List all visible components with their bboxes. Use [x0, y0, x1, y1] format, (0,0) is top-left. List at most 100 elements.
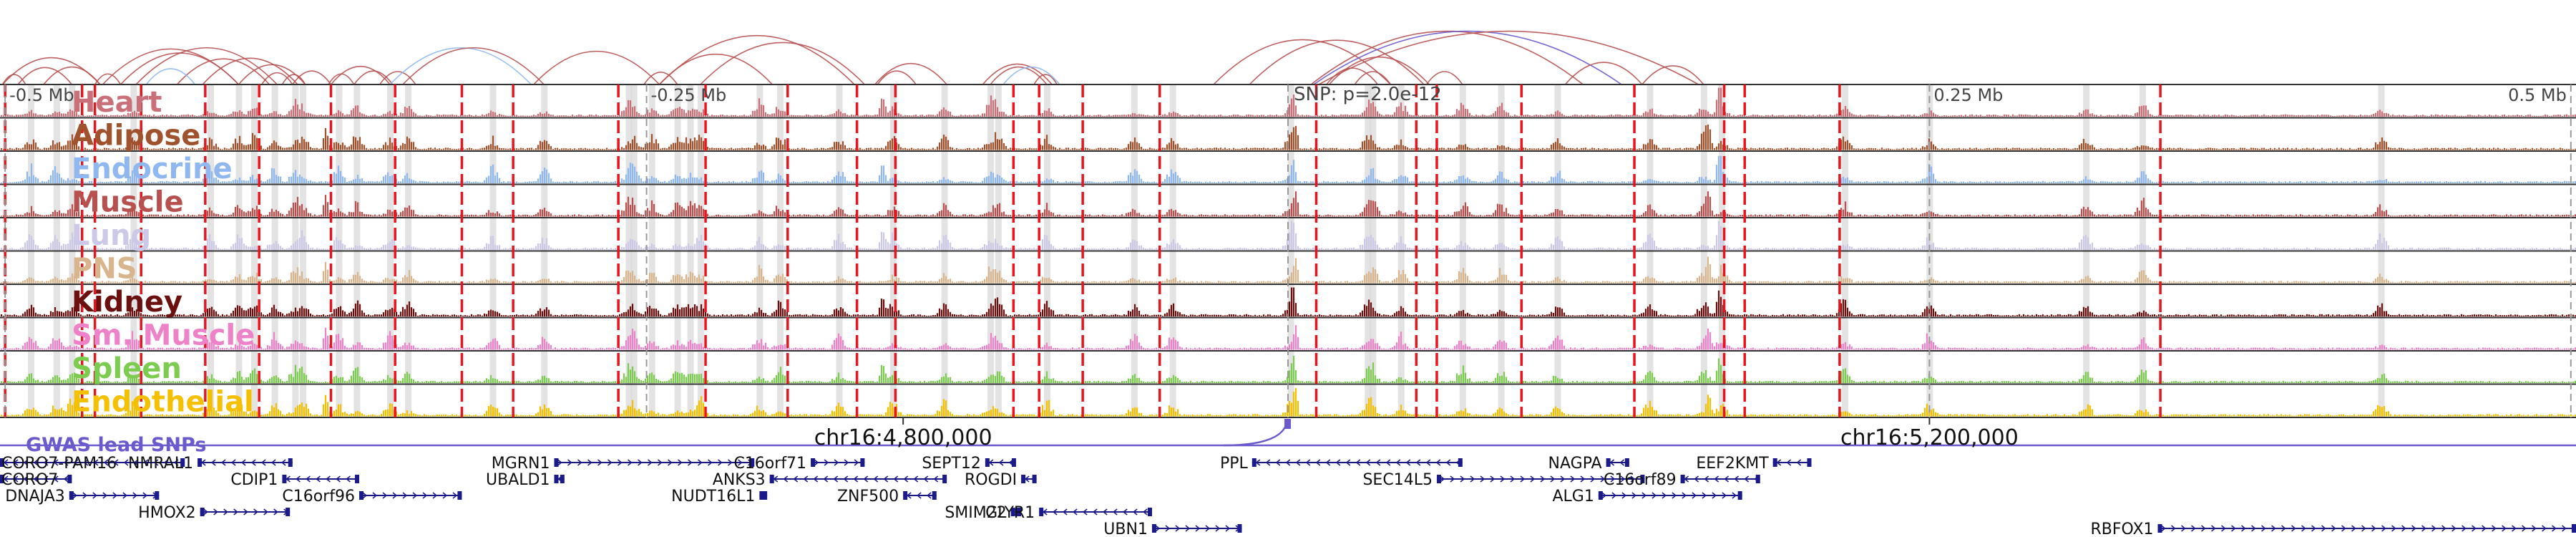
- strand-arrows: [200, 459, 286, 466]
- loop-arc: [135, 47, 278, 85]
- gene-label: CORO7: [1, 471, 58, 489]
- exon: [358, 491, 364, 500]
- gene-sept12[interactable]: SEPT12: [922, 455, 1016, 473]
- loop-arc: [990, 66, 1048, 85]
- exon: [1640, 475, 1645, 483]
- gene-rogdi[interactable]: ROGDI: [965, 471, 1037, 489]
- gene-coro7-pam16[interactable]: CORO7-PAM16: [0, 455, 185, 473]
- gene-label: NUDT16L1: [671, 488, 755, 505]
- loop-arc: [1310, 30, 1584, 85]
- gene-label: EEF2KMT: [1696, 455, 1769, 473]
- gene-glyr1[interactable]: GLYR1: [985, 504, 1152, 522]
- exon: [1151, 524, 1156, 533]
- exon: [985, 458, 990, 467]
- gene-label: GLYR1: [985, 504, 1035, 522]
- exon: [763, 491, 768, 500]
- loop-arc: [658, 54, 773, 85]
- loop-arc: [877, 70, 917, 85]
- gene-hmox2[interactable]: HMOX2: [138, 504, 291, 522]
- chrom-position-label: chr16:4,800,000: [814, 425, 992, 450]
- gene-ubn1[interactable]: UBN1: [1103, 521, 1242, 537]
- loop-arc: [1425, 71, 1463, 85]
- exon: [286, 508, 291, 516]
- gene-sec14l5[interactable]: SEC14L5: [1362, 471, 1645, 489]
- signal-spleen: [0, 356, 2576, 383]
- loop-arc: [982, 63, 1053, 85]
- signal-heart: [0, 87, 2576, 117]
- exon: [769, 475, 774, 483]
- gene-dnaja3[interactable]: DNAJA3: [5, 488, 160, 505]
- exon: [155, 491, 160, 500]
- loop-arc: [1213, 39, 1391, 85]
- exon: [288, 458, 293, 467]
- signal-endothelial: [0, 388, 2576, 417]
- exon: [0, 475, 4, 483]
- exon: [759, 491, 764, 500]
- gene-eef2kmt[interactable]: EEF2KMT: [1696, 455, 1812, 473]
- exon: [457, 491, 462, 500]
- exon: [554, 458, 559, 467]
- gene-anks3[interactable]: ANKS3: [713, 471, 947, 489]
- track-label-endothelial: Endothelial: [72, 386, 254, 419]
- gene-znf500[interactable]: ZNF500: [837, 488, 937, 505]
- exon: [67, 475, 72, 483]
- exon: [197, 458, 203, 467]
- exon: [2157, 524, 2162, 533]
- track-label-adipose: Adipose: [72, 120, 200, 153]
- loop-arc: [643, 72, 678, 85]
- exon: [1147, 508, 1152, 516]
- gene-label: ANKS3: [713, 471, 766, 489]
- track-label-heart: Heart: [72, 86, 162, 119]
- exon: [903, 491, 908, 500]
- loop-arc: [1033, 74, 1058, 85]
- loop-arc: [1249, 39, 1425, 85]
- exon: [942, 475, 947, 483]
- exon: [750, 458, 755, 467]
- gene-nudt16l1[interactable]: NUDT16L1: [671, 488, 768, 505]
- exon: [811, 458, 816, 467]
- signal-pns: [0, 256, 2576, 284]
- exon: [932, 491, 937, 500]
- strand-arrows: [1684, 475, 1760, 483]
- signal-kidney: [0, 287, 2576, 316]
- gene-cdip1[interactable]: CDIP1: [230, 471, 359, 489]
- strand-arrows: [1601, 492, 1737, 499]
- loop-arc: [281, 74, 306, 85]
- gene-alg1[interactable]: ALG1: [1553, 488, 1742, 505]
- loop-arc: [1, 57, 101, 85]
- gene-c16orf96[interactable]: C16orf96: [282, 488, 462, 505]
- chrom-position-label: chr16:5,200,000: [1840, 425, 2019, 450]
- gene-ppl[interactable]: PPL: [1220, 455, 1463, 473]
- gene-nmral1[interactable]: NMRAL1: [128, 455, 293, 473]
- exon: [560, 475, 565, 483]
- gene-coro7[interactable]: CORO7: [0, 471, 72, 489]
- exon: [1624, 458, 1629, 467]
- gene-label: MGRN1: [492, 455, 550, 473]
- gene-c16orf71[interactable]: C16orf71: [733, 455, 865, 473]
- signal-tracks: [0, 84, 2576, 418]
- exon: [282, 475, 287, 483]
- gene-nagpa[interactable]: NAGPA: [1548, 455, 1629, 473]
- gene-rbfox1[interactable]: RBFOX1: [2091, 521, 2576, 537]
- loop-arc: [261, 72, 293, 85]
- exon: [1436, 475, 1441, 483]
- gene-label: SEC14L5: [1362, 471, 1432, 489]
- gene-mgrn1[interactable]: MGRN1: [492, 455, 755, 473]
- signal-sm-muscle: [0, 325, 2576, 350]
- loop-arc: [238, 64, 306, 85]
- gene-label: DNAJA3: [5, 488, 65, 505]
- gene-ubald1[interactable]: UBALD1: [486, 471, 565, 489]
- scale-label: -0.25 Mb: [651, 85, 727, 105]
- loop-arc: [292, 70, 332, 85]
- gene-label: CORO7-PAM16: [1, 455, 117, 473]
- exon: [1458, 458, 1463, 467]
- strand-arrows: [362, 492, 458, 499]
- loop-arc: [658, 35, 855, 85]
- gene-c16orf89[interactable]: C16orf89: [1604, 471, 1760, 489]
- gene-smim22[interactable]: SMIM22: [945, 504, 1022, 522]
- gwas-marker-lines: [4, 84, 2162, 417]
- gene-label: CDIP1: [230, 471, 278, 489]
- gwas-lead-connector: [1223, 422, 1288, 447]
- gene-label: UBALD1: [486, 471, 550, 489]
- exon: [2572, 524, 2576, 533]
